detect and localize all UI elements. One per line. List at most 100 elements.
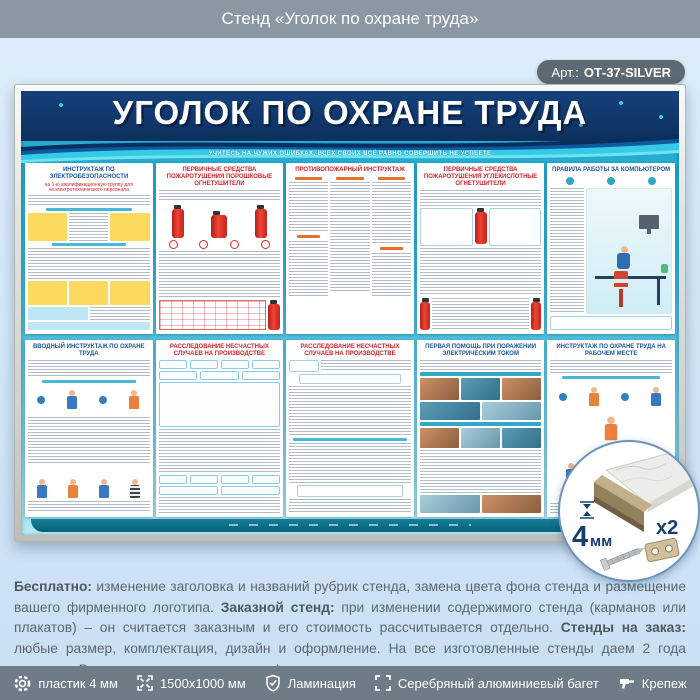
divider-bar (562, 375, 660, 379)
content-row (419, 377, 542, 400)
content-row (28, 281, 150, 305)
spec-item-material: пластик 4 мм (13, 674, 118, 693)
desk-graphic (595, 276, 666, 305)
poster-body (419, 189, 542, 330)
text-lines-graphic (158, 497, 281, 513)
content-row (28, 212, 150, 241)
computer-scene-graphic (586, 187, 672, 314)
spec-label: Ламинация (287, 675, 356, 691)
plant-graphic (660, 264, 668, 273)
flowchart-box (220, 475, 250, 484)
flowchart-box (158, 370, 198, 380)
poster-title: ВВОДНЫЙ ИНСТРУКТАЖ ПО ОХРАНЕ ТРУДА (33, 344, 145, 357)
poster-title: ИНСТРУКТАЖ ПО ОХРАНЕ ТРУДА НА РАБОЧЕМ МЕ… (556, 344, 666, 357)
poster-body (289, 176, 411, 330)
photo-graphic (419, 377, 459, 400)
photo-graphic (502, 427, 542, 448)
spec-item-fasteners: Крепеж (617, 674, 687, 693)
thickness-value: 4 (572, 521, 588, 553)
stand: УГОЛОК ПО ОХРАНЕ ТРУДА УЧИТЕСЬ НА ЧУЖИХ … (21, 91, 679, 535)
worker-figure-graphic (127, 389, 141, 410)
worker-figure-graphic (602, 416, 620, 441)
stand-motto: УЧИТЕСЬ НА ЧУЖИХ ОШИБКАХ, ВСЕХ СВОИХ ВСЁ… (208, 151, 492, 157)
text-lines-graphic (28, 501, 150, 513)
poster-title: ПЕРВИЧНЫЕ СРЕДСТВА ПОЖАРОТУШЕНИЯ ПОРОШКО… (166, 167, 273, 187)
flowchart-box (158, 475, 187, 484)
extinguisher-graphic (255, 204, 268, 238)
text-column (289, 176, 329, 330)
info-dot-graphic (565, 176, 574, 185)
photo-graphic (481, 401, 542, 420)
worker-figure-graphic (35, 479, 49, 499)
text-lines-graphic (289, 443, 411, 483)
text-lines-graphic (289, 385, 411, 436)
poster-first-aid: ПЕРВАЯ ПОМОЩЬ ПРИ ПОРАЖЕНИИ ЭЛЕКТРИЧЕСКИ… (416, 340, 545, 517)
content-row (550, 381, 672, 413)
description-text: при изменении содержимого стенда (карман… (14, 599, 686, 636)
poster-body (289, 359, 411, 513)
poster-title: ИНСТРУКТАЖ ПО ЭЛЕКТРОБЕЗОПАСНОСТИ (49, 167, 129, 180)
text-column (330, 176, 370, 330)
flowchart-box (158, 381, 281, 428)
flowchart-box (158, 486, 218, 495)
info-dot-graphic (648, 176, 657, 185)
description-bold: Бесплатно: (14, 579, 92, 594)
flowchart-box (158, 359, 187, 369)
diagram-box (550, 316, 672, 330)
content-row (159, 204, 281, 238)
poster-fire-briefing: ПРОТИВОПОЖАРНЫЙ ИНСТРУКТАЖ (286, 163, 414, 334)
photo-graphic (419, 401, 480, 420)
poster-row-1: ИНСТРУКТАЖ ПО ЭЛЕКТРОБЕЗОПАСНОСТИ на 1-ю… (25, 163, 675, 334)
step-badge (98, 395, 107, 404)
content-row (550, 176, 672, 186)
poster-computer-rules: ПРАВИЛА РАБОТЫ ЗА КОМПЬЮТЕРОМ (547, 163, 675, 334)
bracket-graphic (644, 537, 680, 563)
divider-bar (46, 207, 132, 211)
section-header-bar (419, 421, 542, 426)
content-row (419, 298, 542, 330)
highlight-block (110, 212, 150, 241)
shield-check-icon (266, 674, 280, 692)
section-header-bar (377, 176, 405, 180)
text-lines-graphic (419, 247, 542, 296)
highlight-block (28, 281, 68, 305)
photo-graphic (481, 495, 542, 513)
callout-circle-graphic (230, 239, 240, 249)
text-lines-graphic (371, 252, 411, 297)
flowchart-box (241, 370, 281, 380)
text-lines-graphic (158, 189, 281, 202)
worker-figure-graphic (97, 479, 111, 499)
quantity-label: x2 (656, 517, 678, 539)
extinguisher-graphic (474, 207, 487, 244)
diagram-box (488, 207, 542, 246)
flowchart-box (220, 359, 250, 369)
callout-circle-graphic (168, 239, 178, 249)
poster-accident-investigation-chart: РАССЛЕДОВАНИЕ НЕСЧАСТНЫХ СЛУЧАЕВ НА ПРОИ… (155, 340, 284, 517)
fastener-icon (619, 678, 634, 688)
diagram-box (297, 485, 403, 497)
content-row (419, 495, 542, 513)
flowchart-box (220, 486, 281, 495)
poster-accident-investigation-text: РАССЛЕДОВАНИЕ НЕСЧАСТНЫХ СЛУЧАЕВ НА ПРОИ… (286, 340, 414, 517)
text-lines-graphic (419, 189, 542, 206)
stand-title: УГОЛОК ПО ОХРАНЕ ТРУДА (112, 94, 588, 131)
extinguisher-graphic (419, 298, 430, 330)
section-header-bar (297, 234, 321, 238)
content-row (419, 207, 542, 246)
poster-body (158, 189, 281, 330)
spec-label: Серебряный алюминиевый багет (397, 675, 599, 691)
flowchart-row (158, 359, 281, 369)
poster-title: РАССЛЕДОВАНИЕ НЕСЧАСТНЫХ СЛУЧАЕВ НА ПРОИ… (300, 344, 400, 357)
article-label: Арт.: (551, 64, 579, 80)
highlight-block (28, 307, 88, 320)
spec-item-frame: Серебряный алюминиевый багет (374, 674, 599, 692)
content-row (159, 239, 281, 249)
table-graphic (158, 300, 267, 330)
worker-figure-graphic (65, 389, 79, 410)
text-lines-graphic (28, 247, 150, 279)
spec-item-lamination: Ламинация (264, 674, 356, 692)
text-lines-graphic (158, 250, 281, 298)
poster-body (419, 359, 542, 513)
flowchart-row (158, 486, 281, 495)
section-header-bar (295, 176, 323, 180)
